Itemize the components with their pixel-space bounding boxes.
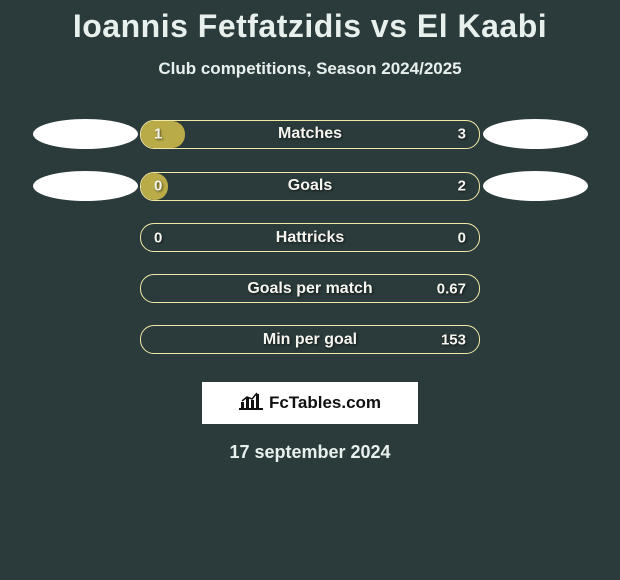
stat-bar: 0 Goals 2 [140,172,480,201]
stat-value-left: 0 [154,229,162,246]
left-logo-slot [30,119,140,149]
team-logo-placeholder [33,171,138,201]
stat-bar: 0 Hattricks 0 [140,223,480,252]
stat-label: Min per goal [263,331,357,349]
stat-value-right: 153 [441,331,466,348]
stat-row: 0 Hattricks 0 [0,223,620,252]
stat-value-right: 3 [458,126,466,143]
page-title: Ioannis Fetfatzidis vs El Kaabi [73,8,547,45]
chart-icon [239,392,263,415]
stat-row: 1 Matches 3 [0,119,620,149]
stat-rows: 1 Matches 3 0 Goals 2 0 Hattricks 0 Goals per mat… [0,119,620,354]
team-logo-placeholder [483,171,588,201]
stat-label: Goals per match [247,280,372,298]
fctables-label: FcTables.com [269,393,381,413]
right-logo-slot [480,119,590,149]
stat-label: Matches [278,125,342,143]
bar-fill-left [141,121,185,148]
comparison-widget: Ioannis Fetfatzidis vs El Kaabi Club com… [0,0,620,463]
date-text: 17 september 2024 [229,442,390,463]
stat-value-right: 2 [458,178,466,195]
stat-row: Goals per match 0.67 [0,274,620,303]
stat-bar: 1 Matches 3 [140,120,480,149]
stat-label: Hattricks [276,229,344,247]
team-logo-placeholder [483,119,588,149]
team-logo-placeholder [33,119,138,149]
fctables-badge[interactable]: FcTables.com [202,382,418,424]
stat-label: Goals [288,177,332,195]
stat-row: 0 Goals 2 [0,171,620,201]
stat-row: Min per goal 153 [0,325,620,354]
stat-value-left: 0 [154,178,162,195]
stat-value-right: 0.67 [437,280,466,297]
left-logo-slot [30,171,140,201]
stat-value-right: 0 [458,229,466,246]
stat-bar: Goals per match 0.67 [140,274,480,303]
right-logo-slot [480,171,590,201]
page-subtitle: Club competitions, Season 2024/2025 [158,59,461,79]
stat-bar: Min per goal 153 [140,325,480,354]
stat-value-left: 1 [154,126,162,143]
